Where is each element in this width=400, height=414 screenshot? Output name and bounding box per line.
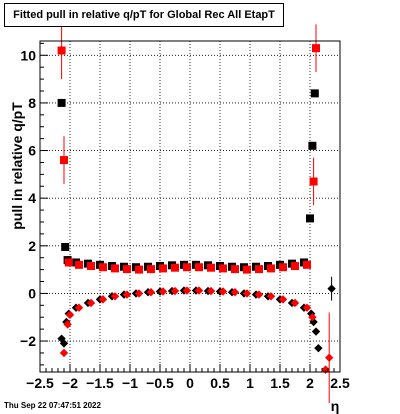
- data-point-square: [303, 260, 311, 269]
- data-point-square: [231, 265, 239, 274]
- x-tick-label: 0: [186, 375, 194, 391]
- data-point-square: [279, 263, 287, 272]
- y-tick-label: 0: [28, 285, 36, 301]
- chart-title: Fitted pull in relative q/pT for Global …: [4, 3, 284, 27]
- y-tick-label: 4: [28, 190, 36, 206]
- data-point-square: [135, 265, 143, 274]
- data-point-square: [183, 263, 191, 272]
- data-point-diamond: [122, 290, 132, 299]
- data-point-square: [111, 264, 119, 273]
- data-point-square: [308, 141, 317, 150]
- data-point-diamond: [182, 286, 192, 295]
- x-tick-label: −2.5: [26, 375, 54, 391]
- data-point-square: [159, 264, 167, 273]
- x-tick-label: −1: [122, 375, 138, 391]
- data-point-square: [87, 262, 95, 271]
- x-tick-label: 0.5: [210, 375, 230, 391]
- data-point-diamond: [311, 327, 321, 336]
- data-point-square: [60, 156, 68, 165]
- data-point-diamond: [242, 289, 252, 298]
- data-point-square: [123, 265, 131, 274]
- data-point-square: [312, 44, 320, 53]
- data-point-square: [207, 263, 215, 272]
- data-point-square: [267, 264, 275, 273]
- data-point-diamond: [158, 287, 168, 296]
- data-point-diamond: [146, 288, 156, 297]
- data-point-square: [219, 264, 227, 273]
- data-point-diamond: [327, 284, 336, 293]
- data-point-square: [147, 265, 155, 274]
- data-point-diamond: [266, 292, 276, 301]
- data-point-square: [64, 258, 73, 267]
- data-point-diamond: [308, 313, 317, 322]
- x-tick-label: −0.5: [146, 375, 174, 391]
- data-point-diamond: [170, 286, 180, 296]
- data-point-square: [255, 265, 263, 274]
- data-point-square: [309, 177, 318, 186]
- data-point-diamond: [206, 286, 216, 296]
- data-point-square: [61, 242, 70, 251]
- data-points: [57, 21, 336, 403]
- data-point-diamond: [134, 289, 144, 298]
- x-axis-label: η: [331, 398, 340, 414]
- y-tick-label: 10: [20, 47, 36, 63]
- data-point-square: [75, 260, 83, 269]
- data-point-diamond: [59, 348, 69, 358]
- y-axis-label: pull in relative q/pT: [9, 102, 25, 230]
- x-tick-label: 2.5: [330, 375, 350, 391]
- data-point-diamond: [110, 292, 120, 301]
- data-point-diamond: [314, 343, 323, 353]
- data-point-diamond: [86, 298, 96, 308]
- data-point-square: [171, 263, 179, 272]
- data-point-diamond: [321, 365, 330, 374]
- data-point-diamond: [230, 288, 240, 297]
- x-tick-label: 2: [306, 375, 314, 391]
- y-tick-label: −2: [20, 333, 36, 349]
- data-point-diamond: [290, 298, 300, 308]
- data-point-diamond: [98, 295, 108, 304]
- data-point-square: [195, 263, 203, 272]
- data-point-diamond: [59, 339, 69, 348]
- data-point-diamond: [57, 334, 66, 343]
- data-point-square: [57, 46, 66, 55]
- data-point-diamond: [254, 290, 264, 299]
- x-tick-label: −1.5: [86, 375, 114, 391]
- y-tick-label: 6: [28, 143, 36, 159]
- data-point-diamond: [194, 286, 204, 295]
- x-tick-label: −2: [62, 375, 78, 391]
- data-point-square: [57, 98, 66, 107]
- series-1: [57, 21, 320, 274]
- y-tick-label: 2: [28, 238, 36, 254]
- data-point-diamond: [74, 303, 84, 312]
- x-tick-label: 1: [246, 375, 254, 391]
- series-3: [59, 286, 334, 403]
- data-point-square: [306, 214, 314, 223]
- data-point-diamond: [218, 287, 228, 296]
- data-point-square: [99, 263, 107, 272]
- data-point-square: [243, 265, 251, 274]
- timestamp-footer: Thu Sep 22 07:47:51 2022: [4, 401, 101, 410]
- axes: −2.5 −2 −1.5 −1 −0.5 0 0.5 1 1.5 2 2.5 −2 0 2 4 6 8 10: [20, 40, 350, 391]
- data-point-diamond: [63, 320, 72, 329]
- data-point-square: [310, 89, 319, 98]
- data-point-diamond: [278, 295, 288, 304]
- data-point-diamond: [65, 310, 75, 320]
- grid: [40, 41, 340, 372]
- x-tick-label: 1.5: [270, 375, 290, 391]
- data-point-square: [291, 262, 299, 271]
- y-tick-label: 8: [28, 95, 36, 111]
- data-point-diamond: [302, 303, 312, 312]
- data-point-diamond: [325, 353, 334, 362]
